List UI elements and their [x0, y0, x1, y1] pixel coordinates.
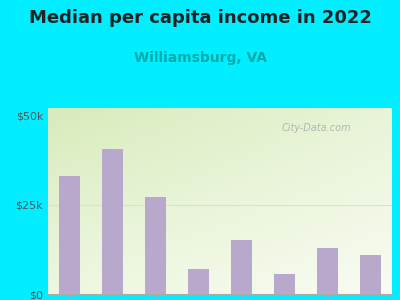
Bar — [145, 197, 166, 294]
Bar — [59, 176, 80, 294]
Bar — [231, 240, 252, 294]
Bar — [102, 149, 123, 294]
Bar — [360, 255, 381, 294]
Bar — [317, 248, 338, 294]
Text: Williamsburg, VA: Williamsburg, VA — [134, 51, 266, 65]
Bar — [274, 274, 295, 294]
Text: City-Data.com: City-Data.com — [282, 123, 352, 133]
Bar — [188, 269, 209, 294]
Text: Median per capita income in 2022: Median per capita income in 2022 — [28, 9, 372, 27]
